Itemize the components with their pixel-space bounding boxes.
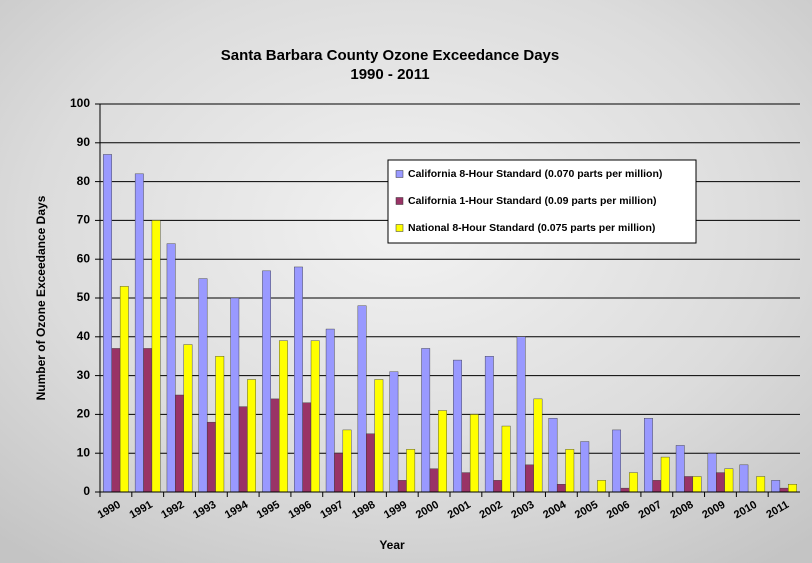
bar xyxy=(756,476,766,493)
bar xyxy=(374,379,384,493)
bar xyxy=(461,472,471,493)
bar xyxy=(533,398,543,493)
bar xyxy=(279,340,288,493)
bar xyxy=(675,445,685,493)
bar xyxy=(103,154,112,493)
bar xyxy=(779,487,789,493)
bar xyxy=(724,468,734,493)
bar xyxy=(788,484,797,493)
legend-label: California 1-Hour Standard (0.09 parts p… xyxy=(408,195,657,207)
chart-subtitle: 1990 - 2011 xyxy=(350,66,429,83)
y-tick-label: 10 xyxy=(77,445,91,459)
bar xyxy=(206,421,216,493)
bar xyxy=(484,356,494,493)
bar xyxy=(652,480,662,493)
bar xyxy=(294,266,303,493)
legend-label: California 8-Hour Standard (0.070 parts … xyxy=(408,168,662,180)
y-tick-label: 100 xyxy=(70,96,90,110)
bar xyxy=(302,402,312,493)
bar xyxy=(516,336,526,493)
bar xyxy=(501,425,511,493)
bar xyxy=(612,429,622,493)
bar xyxy=(134,173,144,493)
bar xyxy=(175,394,184,493)
bar xyxy=(397,480,407,493)
bar xyxy=(620,487,630,493)
legend-swatch xyxy=(395,197,404,205)
bar xyxy=(151,220,161,493)
bar xyxy=(389,371,399,493)
bar xyxy=(565,449,575,493)
bar xyxy=(357,305,367,493)
bar xyxy=(716,472,725,493)
bar xyxy=(421,348,431,493)
bar xyxy=(366,433,375,493)
bar xyxy=(692,476,702,493)
bar xyxy=(429,468,439,493)
bar xyxy=(270,398,280,493)
chart-title: Santa Barbara County Ozone Exceedance Da… xyxy=(221,47,559,64)
y-tick-label: 50 xyxy=(77,290,91,304)
bar xyxy=(230,297,240,493)
bar xyxy=(597,480,606,493)
bar xyxy=(262,270,271,493)
bar xyxy=(493,480,503,493)
bar xyxy=(111,348,121,493)
bar xyxy=(629,472,638,493)
bar xyxy=(453,359,462,493)
bar xyxy=(238,406,248,493)
bar xyxy=(739,464,749,493)
bar xyxy=(198,278,208,493)
y-tick-label: 20 xyxy=(77,407,91,421)
bar xyxy=(707,453,717,493)
bar xyxy=(548,418,558,493)
bar xyxy=(119,286,129,493)
y-tick-label: 40 xyxy=(77,329,91,343)
legend-swatch xyxy=(395,224,404,232)
bar xyxy=(684,476,694,493)
bar xyxy=(771,480,781,493)
bar xyxy=(438,410,447,493)
y-tick-label: 0 xyxy=(83,484,90,498)
bar xyxy=(143,348,153,493)
y-tick-label: 80 xyxy=(77,174,91,188)
bar xyxy=(342,429,352,493)
bar xyxy=(215,356,225,493)
bar xyxy=(247,379,256,493)
legend-label: National 8-Hour Standard (0.075 parts pe… xyxy=(408,222,655,234)
y-axis-label: Number of Ozone Exceedance Days xyxy=(34,195,48,400)
bar xyxy=(644,418,653,493)
bar xyxy=(166,243,176,493)
bar xyxy=(525,464,534,493)
y-tick-label: 70 xyxy=(77,213,91,227)
bar xyxy=(406,449,416,493)
x-axis-label: Year xyxy=(379,538,405,552)
bar xyxy=(556,484,566,493)
bar xyxy=(310,340,320,493)
bar xyxy=(580,441,590,493)
bar xyxy=(469,414,479,493)
legend-box xyxy=(387,159,697,244)
y-tick-label: 60 xyxy=(77,251,91,265)
y-tick-label: 30 xyxy=(77,368,91,382)
legend-swatch xyxy=(395,170,404,178)
y-tick-label: 90 xyxy=(77,135,91,149)
bar xyxy=(334,453,344,493)
bar xyxy=(660,456,670,493)
bar xyxy=(325,328,335,493)
bar xyxy=(183,344,193,493)
